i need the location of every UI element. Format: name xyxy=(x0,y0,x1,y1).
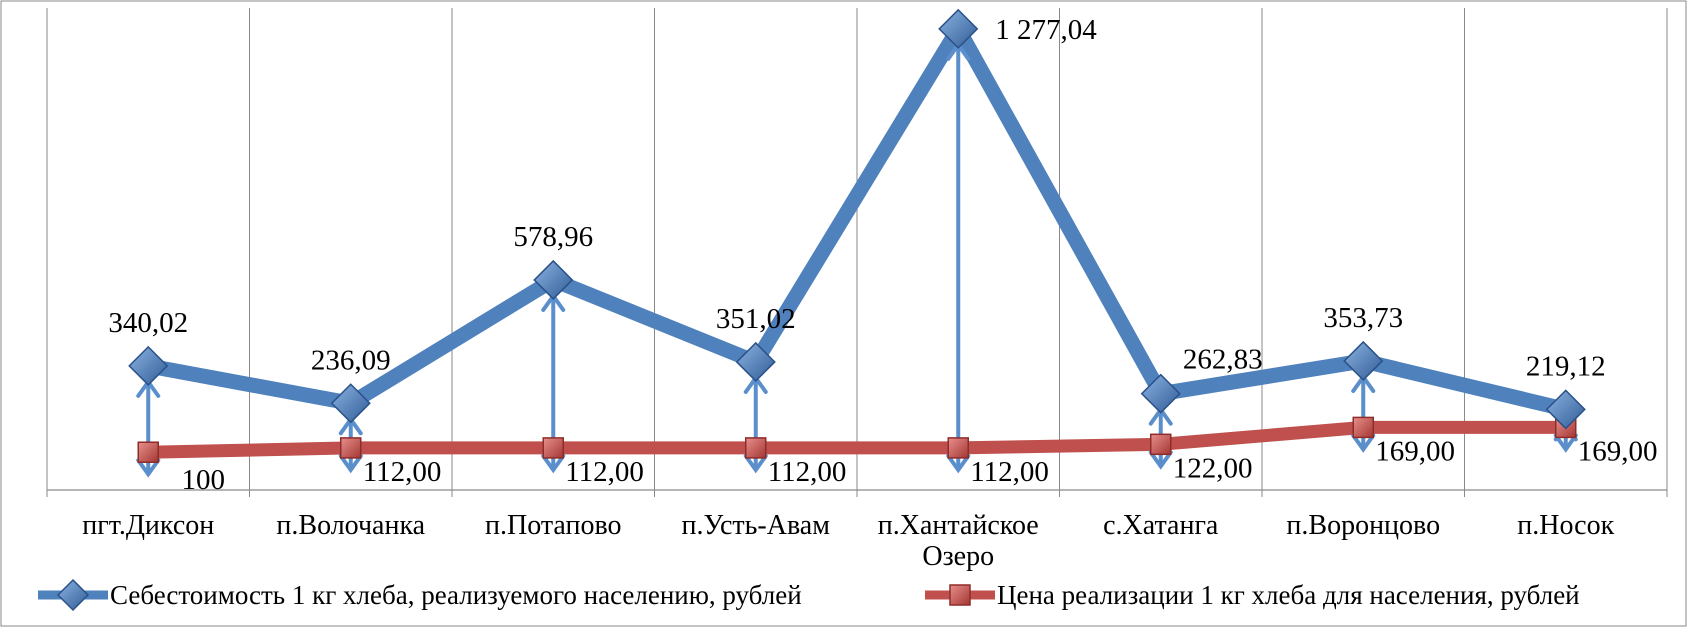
series-line-cost xyxy=(140,13,1574,417)
series-line-price xyxy=(141,420,1573,459)
legend-item-price: Цена реализации 1 кг хлеба для населения… xyxy=(925,580,1580,610)
category-label-line: п.Волочанка xyxy=(276,510,425,541)
category-label-line: Озеро xyxy=(922,541,994,572)
category-label-line: п.Потапово xyxy=(485,510,622,541)
marker-price xyxy=(1352,416,1374,439)
data-label-price: 112,00 xyxy=(970,456,1049,488)
data-label-price: 100 xyxy=(182,464,226,496)
marker-price xyxy=(340,437,362,459)
category-label: с.Хатанга xyxy=(1103,510,1219,541)
marker-cost xyxy=(1545,389,1586,430)
marker-cost xyxy=(735,341,776,382)
legend-label-cost: Себестоимость 1 кг хлеба, реализуемого н… xyxy=(110,580,802,610)
data-label-price: 112,00 xyxy=(768,456,847,488)
data-label-cost: 340,02 xyxy=(108,307,188,339)
category-label-line: пгт.Диксон xyxy=(82,510,214,541)
category-label: п.Потапово xyxy=(485,510,622,541)
data-label-cost: 236,09 xyxy=(311,344,391,376)
legend-item-cost: Себестоимость 1 кг хлеба, реализуемого н… xyxy=(38,578,802,612)
marker-price xyxy=(137,441,159,463)
marker-cost xyxy=(533,259,574,301)
marker-cost xyxy=(1140,373,1181,414)
category-label: п.Носок xyxy=(1517,510,1614,541)
data-label-price: 112,00 xyxy=(565,456,644,488)
category-label: п.Волочанка xyxy=(276,510,425,541)
data-label-price: 112,00 xyxy=(363,456,442,488)
marker-cost xyxy=(128,345,169,386)
data-label-price: 169,00 xyxy=(1375,435,1455,467)
category-label: п.Усть-Авам xyxy=(682,510,831,541)
data-label-cost: 1 277,04 xyxy=(995,14,1097,46)
legend-marker-price xyxy=(949,584,971,606)
data-label-price: 169,00 xyxy=(1578,435,1658,467)
category-label: п.Хантайское Озеро xyxy=(878,510,1039,572)
category-label-line: п.Носок xyxy=(1517,510,1614,541)
category-label-line: п.Хантайское xyxy=(878,510,1039,541)
data-label-cost: 351,02 xyxy=(716,303,796,335)
data-label-price: 122,00 xyxy=(1173,452,1253,484)
category-label-line: п.Усть-Авам xyxy=(682,510,831,541)
category-label-line: п.Воронцово xyxy=(1286,510,1440,541)
marker-cost xyxy=(938,8,979,49)
marker-price xyxy=(542,437,564,459)
marker-price xyxy=(1150,433,1172,456)
data-label-cost: 578,96 xyxy=(513,221,593,253)
marker-cost xyxy=(330,383,371,424)
category-label: пгт.Диксон xyxy=(82,510,214,541)
legend-label-price: Цена реализации 1 кг хлеба для населения… xyxy=(997,580,1580,610)
category-label-line: с.Хатанга xyxy=(1103,510,1219,541)
data-label-cost: 353,73 xyxy=(1323,302,1403,334)
marker-cost xyxy=(1343,340,1384,382)
data-label-cost: 262,83 xyxy=(1183,344,1263,376)
marker-price xyxy=(947,437,969,459)
marker-price xyxy=(745,437,767,459)
category-label: п.Воронцово xyxy=(1286,510,1440,541)
legend-marker-cost xyxy=(56,578,90,612)
data-label-cost: 219,12 xyxy=(1526,350,1606,382)
